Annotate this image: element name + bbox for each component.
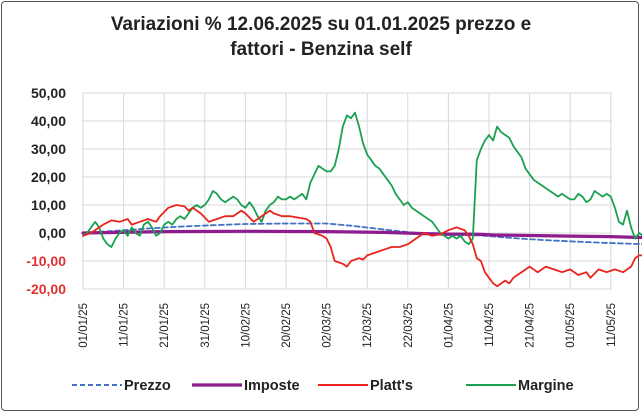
legend-label-prezzo: Prezzo <box>124 378 171 394</box>
y-tick-label: -10,00 <box>26 253 66 269</box>
legend-label-margine: Margine <box>518 378 574 394</box>
y-tick-label: -20,00 <box>26 281 66 297</box>
x-tick-label: 10/02/25 <box>240 303 252 348</box>
legend-label-platts: Platt's <box>370 378 413 394</box>
x-tick-label: 22/03/25 <box>403 303 415 348</box>
legend: Prezzo Imposte Platt's Margine <box>72 378 574 394</box>
x-tick-label: 21/04/25 <box>525 303 537 348</box>
series-line-imposte <box>81 229 642 240</box>
series-line-prezzo <box>82 222 642 246</box>
x-tick-label: 21/01/25 <box>159 303 171 348</box>
x-tick-label: 11/01/25 <box>119 303 131 347</box>
x-tick-label: 01/05/25 <box>565 303 577 348</box>
y-tick-label: 20,00 <box>31 169 66 185</box>
x-tick-label: 20/02/25 <box>281 303 293 348</box>
x-tick-label: 12/03/25 <box>362 303 374 348</box>
chart-title-line-1: Variazioni % 12.06.2025 su 01.01.2025 pr… <box>110 14 532 35</box>
y-tick-label: 30,00 <box>31 141 66 157</box>
chart-title-line-2: fattori - Benzina self <box>230 39 412 60</box>
y-tick-label: 0,00 <box>39 225 66 241</box>
y-tick-label: 40,00 <box>31 113 66 129</box>
x-axis-tick-labels: 01/01/25 11/01/25 21/01/25 31/01/25 10/02/25… <box>78 303 618 348</box>
x-tick-label: 11/04/25 <box>484 303 496 347</box>
series-lines <box>81 111 642 288</box>
y-tick-label: 10,00 <box>31 197 66 213</box>
x-tick-label: 31/01/25 <box>200 303 212 348</box>
x-tick-label: 01/01/25 <box>78 303 90 348</box>
chart-title: Variazioni % 12.06.2025 su 01.01.2025 pr… <box>0 12 642 62</box>
y-axis-tick-labels: 50,00 40,00 30,00 20,00 10,00 0,00 -10,00 -20,0… <box>26 85 66 297</box>
x-tick-label: 01/04/25 <box>443 303 455 348</box>
y-tick-label: 50,00 <box>31 85 66 101</box>
x-tick-label: 11/05/25 <box>606 303 618 347</box>
x-tick-label: 02/03/25 <box>322 303 334 348</box>
legend-label-imposte: Imposte <box>244 378 300 394</box>
series-line-platts <box>82 204 642 288</box>
